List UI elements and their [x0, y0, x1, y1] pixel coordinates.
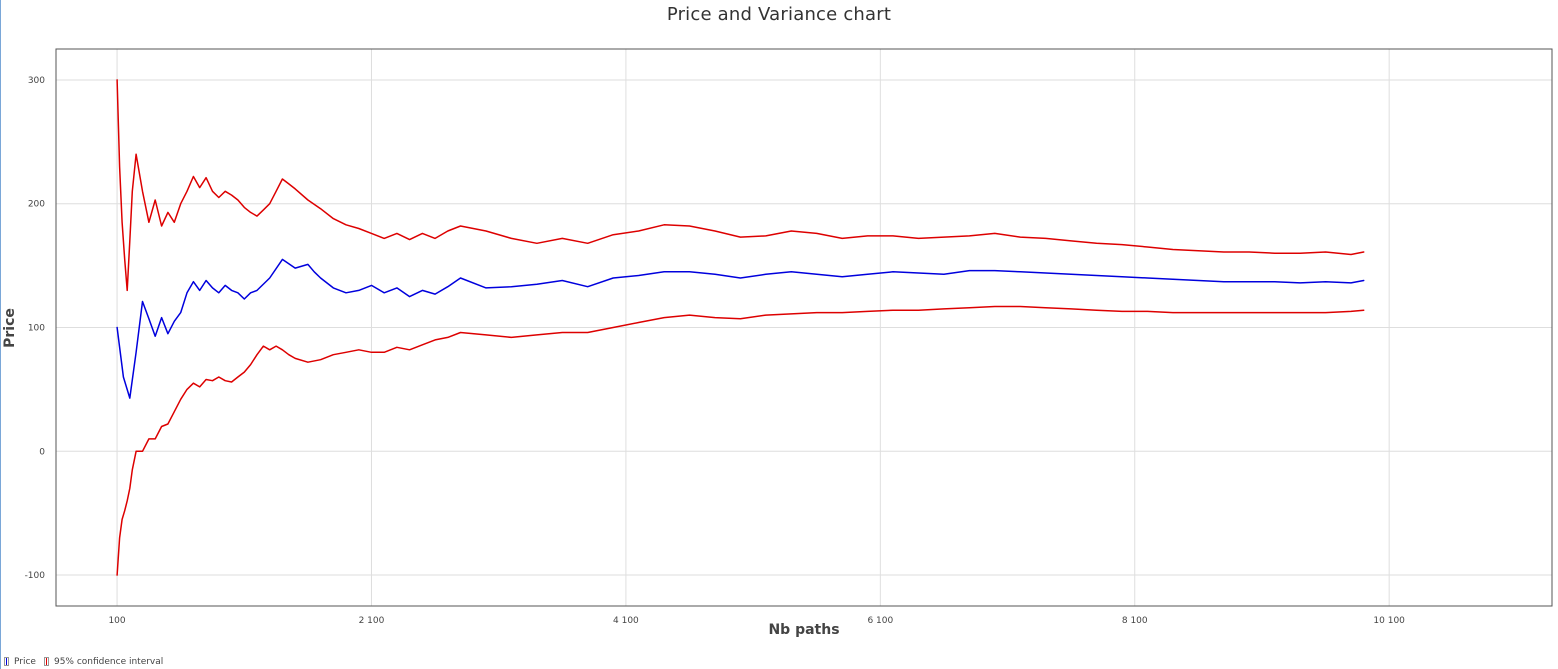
- y-tick-label: -100: [25, 571, 46, 581]
- y-tick-label: 300: [28, 76, 45, 86]
- x-tick-label: 10 100: [1373, 616, 1405, 626]
- legend-swatch-price: [4, 657, 9, 666]
- y-tick-label: 100: [28, 324, 45, 334]
- x-axis-label: Nb paths: [768, 622, 840, 638]
- chart-title: Price and Variance chart: [666, 4, 892, 25]
- window-left-edge: [0, 0, 1, 669]
- x-tick-label: 100: [108, 616, 125, 626]
- y-tick-label: 0: [39, 447, 45, 457]
- x-tick-label: 2 100: [359, 616, 385, 626]
- legend-swatch-confidence-interval: [43, 657, 49, 666]
- legend-item-confidence-interval[interactable]: 95% confidence interval: [43, 656, 164, 667]
- legend-label-confidence-interval: 95% confidence interval: [53, 656, 164, 667]
- series-line-price: [116, 258, 1365, 399]
- y-axis-label: Price: [2, 308, 18, 348]
- y-tick-label: 200: [28, 200, 45, 210]
- x-tick-label: 8 100: [1122, 616, 1148, 626]
- legend-item-price[interactable]: Price: [4, 657, 36, 667]
- x-tick-label: 4 100: [613, 616, 639, 626]
- legend: Price 95% confidence interval: [4, 655, 171, 668]
- legend-label-price: Price: [14, 656, 36, 667]
- x-tick-label: 6 100: [867, 616, 893, 626]
- plot-frame: [55, 48, 1553, 607]
- series-line-confidence-lower: [116, 305, 1365, 576]
- series-line-confidence-upper: [116, 79, 1365, 292]
